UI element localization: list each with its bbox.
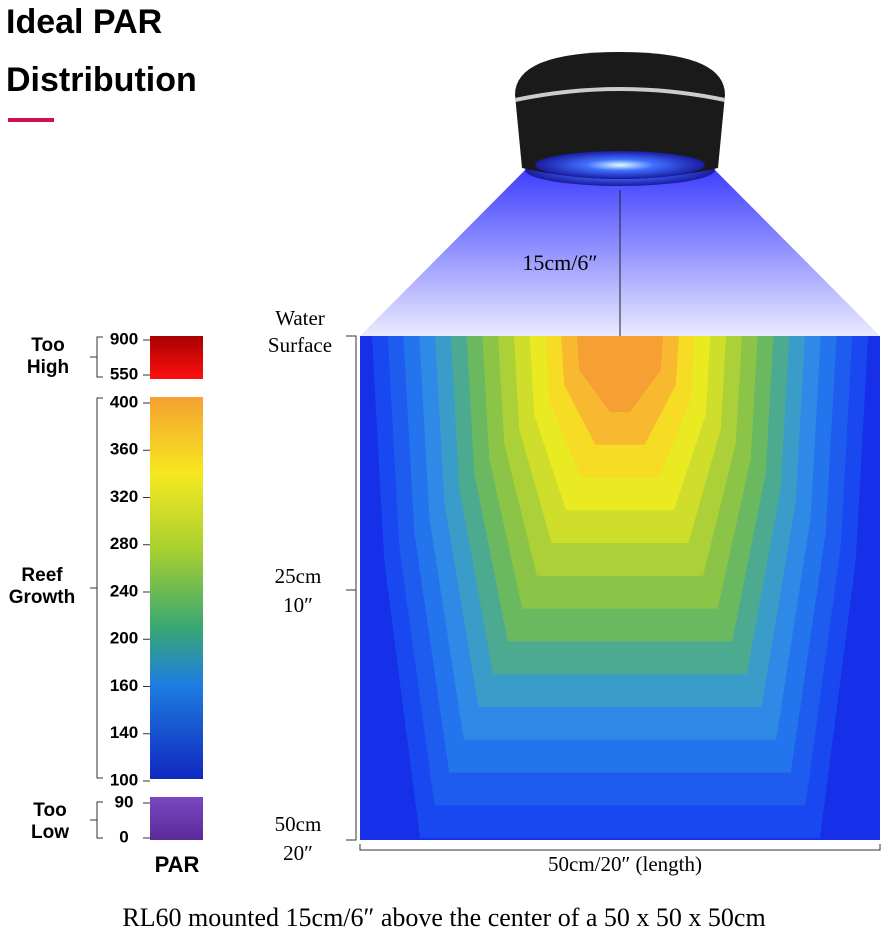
scale-tick-label: 0 [119, 827, 128, 846]
depth-label: 20″ [283, 841, 313, 865]
scale-tick-label: 160 [110, 676, 138, 695]
zone-label: Too [33, 800, 66, 821]
surface-label: Water [275, 306, 325, 330]
par-layer [577, 336, 663, 412]
accent [8, 118, 54, 122]
zone-label: Growth [9, 587, 76, 608]
scale-tick-label: 100 [110, 770, 138, 789]
scale-tick-label: 400 [110, 392, 138, 411]
depth-label: 10″ [283, 593, 313, 617]
height-label: 15cm/6″ [522, 250, 597, 275]
scale-high [150, 336, 203, 379]
title: Ideal PAR [6, 3, 162, 41]
scale-tick-label: 240 [110, 581, 138, 600]
depth-label: 25cm [275, 564, 322, 588]
scale-tick-label: 140 [110, 723, 138, 742]
bracket [90, 336, 103, 378]
title: Distribution [6, 61, 197, 99]
length-label: 50cm/20″ (length) [548, 852, 702, 876]
scale-low [150, 797, 203, 840]
depth-axis [346, 335, 357, 841]
scale-tick-label: 550 [110, 364, 138, 383]
scale-tick-label: 320 [110, 487, 138, 506]
zone-label: High [27, 357, 69, 378]
scale-tick-label: 900 [110, 329, 138, 348]
par-map [360, 336, 880, 840]
scale-reef [150, 397, 203, 779]
zone-label: Too [31, 335, 64, 356]
caption: RL60 mounted 15cm/6″ above the center of… [122, 903, 765, 932]
scale-tick-label: 360 [110, 440, 138, 459]
length-axis [359, 844, 881, 851]
depth-label: 50cm [275, 812, 322, 836]
fixture [515, 52, 725, 179]
scale-tick-label: 200 [110, 629, 138, 648]
lamp [535, 151, 705, 179]
scale-tick-label: 280 [110, 534, 138, 553]
zone-label: Low [31, 822, 69, 843]
surface-label: Surface [268, 333, 332, 357]
bracket [90, 397, 103, 779]
scale-tick-label: 90 [115, 792, 134, 811]
zone-label: Reef [21, 565, 63, 586]
fixture-ring [514, 87, 726, 102]
bracket [90, 801, 103, 839]
par-label: PAR [155, 852, 200, 877]
